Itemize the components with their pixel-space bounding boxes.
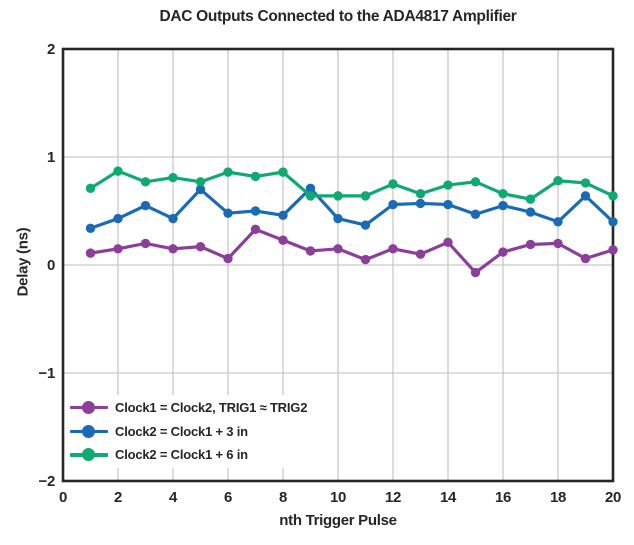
data-point-series-2 <box>360 191 371 201</box>
data-point-series-0 <box>140 238 151 249</box>
series-line-2 <box>88 169 615 201</box>
legend-marker-green-icon <box>70 447 108 462</box>
data-point-series-1 <box>415 198 426 209</box>
series-line-1 <box>88 186 615 230</box>
data-point-series-1 <box>498 200 508 211</box>
plot-frame <box>61 47 615 483</box>
data-point-series-0 <box>195 241 206 252</box>
legend-label-clock1-equals-clock2: Clock1 = Clock2, TRIG1 ≈ TRIG2 <box>115 400 308 416</box>
data-point-series-0 <box>333 244 343 254</box>
data-point-series-0 <box>250 224 261 235</box>
chart-title: DAC Outputs Connected to the ADA4817 Amp… <box>159 8 517 25</box>
x-tick-label: 20 <box>605 489 621 506</box>
y-tick-label: 2 <box>47 41 55 58</box>
legend-marker-blue-icon <box>70 424 108 439</box>
data-point-series-2 <box>140 177 151 187</box>
x-tick-label: 4 <box>169 489 178 506</box>
data-point-series-2 <box>498 189 508 199</box>
legend-marker-purple-icon <box>70 400 108 415</box>
data-point-series-2 <box>470 177 481 187</box>
y-tick-label: −2 <box>38 473 55 490</box>
data-point-series-2 <box>168 172 178 183</box>
data-point-series-0 <box>498 247 508 257</box>
legend-item-clock2-plus-3in: Clock2 = Clock1 + 3 in <box>70 420 307 444</box>
data-point-series-1 <box>443 199 453 210</box>
legend-label-clock2-plus-3in: Clock2 = Clock1 + 3 in <box>115 423 248 439</box>
data-point-series-2 <box>250 171 261 182</box>
data-point-series-0 <box>608 245 618 255</box>
data-point-series-1 <box>278 210 288 221</box>
data-point-series-0 <box>168 244 178 254</box>
legend-item-clock1-equals-clock2: Clock1 = Clock2, TRIG1 ≈ TRIG2 <box>70 396 307 420</box>
data-point-series-1 <box>168 213 178 224</box>
y-tick-label: 0 <box>47 257 55 274</box>
y-axis-label: Delay (ns) <box>14 227 32 297</box>
data-point-series-0 <box>113 244 123 254</box>
data-point-series-2 <box>85 183 96 194</box>
data-point-series-1 <box>580 191 591 201</box>
legend-item-clock2-plus-6in: Clock2 = Clock1 + 6 in <box>70 443 307 467</box>
data-point-series-0 <box>85 248 96 258</box>
x-tick-label: 10 <box>330 489 346 506</box>
data-point-series-0 <box>580 253 591 264</box>
data-point-series-0 <box>305 246 316 256</box>
data-point-series-1 <box>85 223 96 233</box>
data-point-series-1 <box>140 200 151 211</box>
x-axis-label: nth Trigger Pulse <box>279 512 397 529</box>
data-point-series-0 <box>223 253 233 264</box>
x-tick-label: 0 <box>59 489 67 506</box>
data-point-series-1 <box>113 213 123 224</box>
data-point-series-2 <box>553 176 563 186</box>
legend: Clock1 = Clock2, TRIG1 ≈ TRIG2 Clock2 = … <box>67 395 318 468</box>
y-tick-label: 1 <box>47 149 55 166</box>
data-point-series-0 <box>388 244 398 254</box>
data-point-series-1 <box>195 184 206 195</box>
data-point-series-2 <box>388 179 398 189</box>
data-point-series-1 <box>333 213 343 224</box>
data-point-series-1 <box>388 199 398 210</box>
data-point-series-0 <box>415 249 426 259</box>
data-point-series-1 <box>305 183 316 194</box>
data-point-series-0 <box>553 238 563 249</box>
data-point-series-1 <box>223 208 233 218</box>
y-tick-label: −1 <box>38 365 55 382</box>
x-tick-label: 16 <box>495 489 511 506</box>
data-point-series-2 <box>305 191 316 201</box>
data-point-series-2 <box>443 180 453 190</box>
data-point-series-1 <box>553 217 563 227</box>
data-point-series-0 <box>278 235 288 245</box>
x-tick-label: 18 <box>550 489 566 506</box>
x-tick-label: 2 <box>114 489 122 506</box>
data-point-series-0 <box>525 239 536 250</box>
data-point-series-0 <box>470 267 481 278</box>
data-point-series-2 <box>333 191 343 201</box>
x-tick-label: 12 <box>385 489 401 506</box>
data-point-series-2 <box>525 194 536 204</box>
data-point-series-2 <box>415 189 426 199</box>
data-point-series-2 <box>223 167 233 177</box>
data-point-series-2 <box>608 191 618 201</box>
x-tick-label: 14 <box>440 489 457 506</box>
data-point-series-1 <box>360 220 371 230</box>
data-point-series-2 <box>195 177 206 187</box>
x-tick-label: 8 <box>279 489 287 506</box>
legend-label-clock2-plus-6in: Clock2 = Clock1 + 6 in <box>115 447 248 463</box>
data-point-series-2 <box>278 167 288 177</box>
data-point-series-0 <box>443 237 453 248</box>
data-point-series-0 <box>360 254 371 265</box>
data-point-series-2 <box>580 178 591 188</box>
data-point-series-2 <box>113 166 123 176</box>
data-point-series-1 <box>608 217 618 227</box>
data-point-series-1 <box>525 207 536 217</box>
data-point-series-1 <box>470 209 481 219</box>
data-point-series-1 <box>250 206 261 216</box>
x-tick-label: 6 <box>224 489 232 506</box>
